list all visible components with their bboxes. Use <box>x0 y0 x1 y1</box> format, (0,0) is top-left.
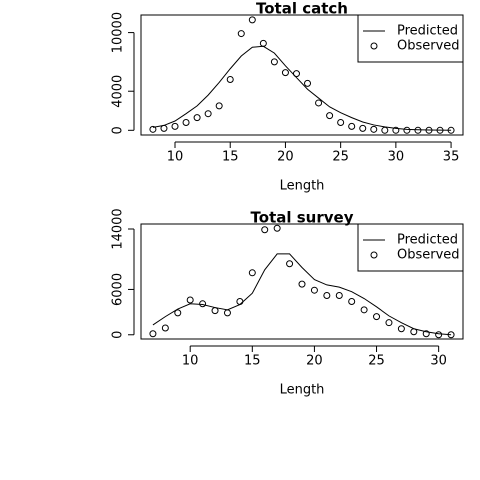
observed-point <box>193 114 201 122</box>
observed-point <box>261 226 269 234</box>
observed-point <box>149 125 157 133</box>
observed-point <box>211 307 219 315</box>
observed-point <box>160 124 168 132</box>
observed-point <box>335 291 343 299</box>
observed-point <box>186 296 194 304</box>
observed-point <box>236 298 244 306</box>
observed-point <box>171 122 179 130</box>
observed-point <box>436 126 444 134</box>
observed-point <box>337 118 345 126</box>
y-tick-label: 0 <box>111 126 126 134</box>
observed-point <box>292 70 300 78</box>
observed-point <box>360 306 368 314</box>
legend-label: Observed <box>397 248 460 263</box>
y-tick-label: 14000 <box>111 208 126 249</box>
y-tick-label: 6000 <box>111 273 126 306</box>
panel: Total catch Length 10 15 20 25 30 35 0 4000 10000 P… <box>111 0 464 194</box>
observed-point <box>174 309 182 317</box>
x-tick-label: 30 <box>430 354 447 369</box>
observed-point <box>414 126 422 134</box>
x-tick-label: 25 <box>368 354 385 369</box>
observed-point <box>370 125 378 133</box>
x-tick-label: 35 <box>443 150 460 165</box>
x-tick-label: 15 <box>244 354 261 369</box>
observed-point <box>403 126 411 134</box>
plot-box <box>140 14 464 136</box>
legend-label: Predicted <box>397 233 458 248</box>
observed-point <box>359 124 367 132</box>
observed-point <box>259 39 267 47</box>
plot-box <box>140 223 464 340</box>
observed-point <box>270 58 278 66</box>
observed-point <box>182 118 190 126</box>
x-tick-label: 30 <box>388 150 405 165</box>
observed-point <box>223 309 231 317</box>
observed-point <box>304 79 312 87</box>
observed-point <box>204 110 212 118</box>
x-axis-label: Length <box>280 383 325 398</box>
observed-point <box>149 330 157 338</box>
legend-box <box>357 223 464 272</box>
observed-point <box>161 324 169 332</box>
y-tick-label: 10000 <box>111 12 126 53</box>
observed-point <box>226 75 234 83</box>
x-tick-label: 10 <box>167 150 184 165</box>
y-tick-label: 0 <box>111 331 126 339</box>
predicted-line <box>152 45 452 131</box>
observed-point <box>323 291 331 299</box>
observed-point <box>392 126 400 134</box>
observed-point <box>281 69 289 77</box>
chart-title: Total survey <box>251 209 354 227</box>
observed-point <box>348 298 356 306</box>
observed-point <box>348 122 356 130</box>
observed-point <box>273 224 281 232</box>
observed-point <box>373 313 381 321</box>
x-tick-label: 25 <box>332 150 349 165</box>
x-tick-label: 10 <box>182 354 199 369</box>
legend-box <box>357 14 464 63</box>
observed-point <box>298 280 306 288</box>
observed-point <box>286 260 294 268</box>
chart-title: Total catch <box>256 0 348 18</box>
observed-point <box>237 30 245 38</box>
observed-point <box>310 286 318 294</box>
legend-point <box>370 42 378 50</box>
observed-point <box>248 269 256 277</box>
y-tick-label: 4000 <box>111 75 126 108</box>
observed-point <box>315 99 323 107</box>
observed-point <box>425 126 433 134</box>
observed-point <box>385 319 393 327</box>
predicted-line <box>152 253 452 336</box>
observed-point <box>447 126 455 134</box>
x-tick-label: 15 <box>222 150 239 165</box>
legend-label: Observed <box>397 39 460 54</box>
x-tick-label: 20 <box>306 354 323 369</box>
observed-point <box>435 331 443 339</box>
observed-point <box>447 331 455 339</box>
observed-point <box>422 330 430 338</box>
x-tick-label: 20 <box>277 150 294 165</box>
observed-point <box>326 112 334 120</box>
legend-point <box>370 251 378 259</box>
observed-point <box>199 300 207 308</box>
observed-point <box>215 102 223 110</box>
observed-point <box>397 325 405 333</box>
observed-point <box>248 16 256 24</box>
x-axis-label: Length <box>280 179 325 194</box>
legend-label: Predicted <box>397 24 458 39</box>
panel: Total survey Length 10 15 20 25 30 0 6000 14000 Pr… <box>111 208 464 398</box>
observed-point <box>381 126 389 134</box>
observed-point <box>410 328 418 336</box>
